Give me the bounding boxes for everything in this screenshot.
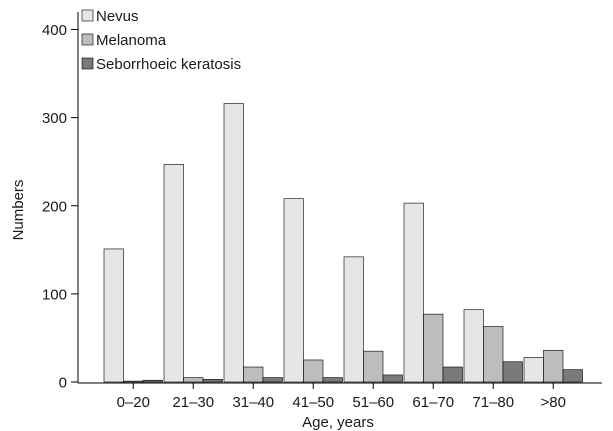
x-tick-label: 61–70 bbox=[412, 394, 454, 411]
bar-seborrhoeic-keratosis bbox=[442, 366, 463, 383]
bar-melanoma bbox=[483, 326, 504, 383]
legend-swatch-melanoma bbox=[81, 33, 94, 46]
bar-seborrhoeic-keratosis bbox=[202, 379, 223, 383]
bar-seborrhoeic-keratosis bbox=[322, 377, 343, 383]
x-tick-label: 51–60 bbox=[352, 394, 394, 411]
y-axis-title: Numbers bbox=[10, 180, 27, 241]
bar-seborrhoeic-keratosis bbox=[562, 369, 583, 383]
x-axis-ticks: 0–20 21–30 31–40 41–50 51–60 61–70 71–80 >80 bbox=[117, 383, 566, 411]
bar-nevus bbox=[343, 256, 364, 383]
x-tick-label: >80 bbox=[541, 394, 566, 411]
legend-label: Seborrhoeic keratosis bbox=[96, 56, 241, 73]
bar-melanoma bbox=[303, 359, 324, 383]
x-tick-label: 71–80 bbox=[472, 394, 514, 411]
bar-seborrhoeic-keratosis bbox=[142, 379, 163, 383]
bar-melanoma bbox=[183, 377, 204, 383]
bar-nevus bbox=[103, 248, 124, 383]
legend-label: Melanoma bbox=[96, 32, 167, 49]
bar-melanoma bbox=[243, 366, 264, 383]
bar-melanoma bbox=[123, 380, 144, 383]
legend: Nevus Melanoma Seborrhoeic keratosis bbox=[81, 8, 241, 73]
y-tick-label: 200 bbox=[42, 198, 67, 215]
bar-seborrhoeic-keratosis bbox=[502, 361, 523, 383]
x-axis-title: Age, years bbox=[302, 414, 374, 431]
bar-nevus bbox=[283, 198, 304, 383]
y-axis-ticks: 0 100 200 300 400 bbox=[42, 22, 78, 392]
bar-melanoma bbox=[543, 349, 564, 383]
bar-melanoma bbox=[423, 313, 444, 383]
bars bbox=[103, 103, 583, 383]
bar-nevus bbox=[403, 202, 424, 383]
bar-seborrhoeic-keratosis bbox=[262, 377, 283, 383]
x-tick-label: 21–30 bbox=[172, 394, 214, 411]
y-tick-label: 400 bbox=[42, 22, 67, 39]
x-tick-label: 41–50 bbox=[292, 394, 334, 411]
bar-nevus bbox=[223, 103, 244, 383]
legend-label: Nevus bbox=[96, 8, 139, 25]
legend-swatch-nevus bbox=[81, 9, 94, 22]
x-tick-label: 31–40 bbox=[232, 394, 274, 411]
x-tick-label: 0–20 bbox=[117, 394, 150, 411]
legend-swatch-seborrhoeic-keratosis bbox=[81, 57, 94, 70]
y-tick-label: 100 bbox=[42, 286, 67, 303]
bar-nevus bbox=[163, 164, 184, 383]
y-tick-label: 300 bbox=[42, 110, 67, 127]
y-tick-label: 0 bbox=[59, 375, 67, 392]
bar-melanoma bbox=[363, 350, 384, 383]
bar-nevus bbox=[463, 309, 484, 383]
bar-nevus bbox=[523, 357, 544, 383]
bar-seborrhoeic-keratosis bbox=[382, 374, 403, 383]
